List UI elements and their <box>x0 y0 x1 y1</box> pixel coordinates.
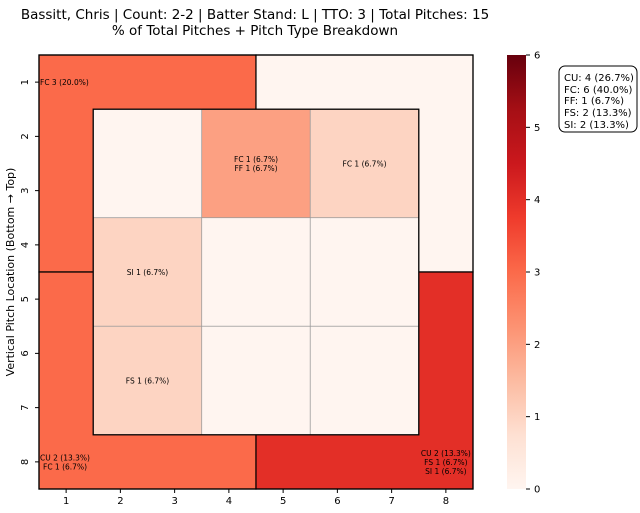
cell-label: SI 1 (6.7%) <box>425 467 466 476</box>
zone-inner-r1-c2 <box>201 108 311 219</box>
colorbar-tick-label: 4 <box>534 195 540 206</box>
colorbar-tick-label: 5 <box>534 123 540 134</box>
x-tick-label: 1 <box>63 496 69 507</box>
y-tick-label: 1 <box>20 79 31 85</box>
x-tick-label: 6 <box>334 496 340 507</box>
legend-entry-cu: CU: 4 (26.7%) <box>564 73 634 84</box>
y-tick-label: 3 <box>20 187 31 193</box>
cell-label: SI 1 (6.7%) <box>127 268 168 277</box>
x-tick-label: 5 <box>280 496 286 507</box>
zone-inner-r1-c1 <box>92 108 203 219</box>
colorbar-tick-label: 6 <box>534 51 540 62</box>
plot-border <box>38 54 474 490</box>
x-tick-label: 2 <box>117 496 123 507</box>
zone-inner-r1-c3 <box>309 108 420 219</box>
legend-entry-si: SI: 2 (13.3%) <box>564 120 629 131</box>
colorbar-ticks: 0 1 2 3 4 5 6 <box>526 51 540 496</box>
colorbar-tick-label: 1 <box>534 412 540 423</box>
zone-inner-r2-c1 <box>92 217 203 327</box>
colorbar-tick-label: 0 <box>534 485 540 496</box>
x-tick-label: 4 <box>226 496 232 507</box>
cell-label: FF 1 (6.7%) <box>234 164 277 173</box>
zone-inner-r3-c3 <box>309 325 420 436</box>
zone-inner-r3-c2 <box>201 325 311 436</box>
cell-label: FC 3 (20.0%) <box>40 78 89 87</box>
x-tick-label: 3 <box>171 496 177 507</box>
pitch-type-legend: CU: 4 (26.7%) FC: 6 (40.0%) FF: 1 (6.7%)… <box>558 65 638 133</box>
cell-label: FS 1 (6.7%) <box>424 458 467 467</box>
y-tick-label: 5 <box>20 296 31 302</box>
colorbar: 0 1 2 3 4 5 6 <box>507 51 540 496</box>
y-tick-label: 6 <box>20 350 31 356</box>
legend-entry-fc: FC: 6 (40.0%) <box>564 85 632 96</box>
y-tick-label: 7 <box>20 404 31 410</box>
zone-inner-r2-c2 <box>201 217 311 327</box>
cell-label: FC 1 (6.7%) <box>43 462 87 471</box>
axes: 1 2 3 4 5 6 7 8 1 2 3 4 5 6 7 8 Vertical Pitch Locatio… <box>4 79 449 507</box>
x-tick-label: 8 <box>443 496 449 507</box>
cell-label: CU 2 (13.3%) <box>40 453 90 462</box>
legend-entry-ff: FF: 1 (6.7%) <box>564 96 624 107</box>
colorbar-gradient <box>507 55 526 489</box>
colorbar-tick-label: 2 <box>534 340 540 351</box>
y-tick-label: 2 <box>20 133 31 139</box>
cell-label: FC 1 (6.7%) <box>343 160 387 169</box>
colorbar-tick-label: 3 <box>534 268 540 279</box>
cell-label: FC 1 (6.7%) <box>234 155 278 164</box>
y-axis-ticks: 1 2 3 4 5 6 7 8 <box>20 79 39 465</box>
strike-zone-border <box>92 108 420 436</box>
cell-labels: FC 3 (20.0%)CU 2 (13.3%)FC 1 (6.7%)CU 2 … <box>40 78 471 476</box>
y-tick-label: 4 <box>20 242 31 248</box>
x-axis-ticks: 1 2 3 4 5 6 7 8 <box>63 489 449 507</box>
y-axis-label: Vertical Pitch Location (Bottom → Top) <box>4 168 17 377</box>
cell-label: CU 2 (13.3%) <box>421 449 471 458</box>
y-tick-label: 8 <box>20 459 31 465</box>
legend-box <box>558 65 638 133</box>
strike-zone-cells <box>38 54 474 490</box>
chart-title-line1: Bassitt, Chris | Count: 2-2 | Batter Sta… <box>21 7 489 23</box>
legend-entry-fs: FS: 2 (13.3%) <box>564 108 632 119</box>
x-tick-label: 7 <box>388 496 394 507</box>
zone-inner-r2-c3 <box>309 217 420 327</box>
cell-label: FS 1 (6.7%) <box>126 377 169 386</box>
chart-title-line2: % of Total Pitches + Pitch Type Breakdow… <box>112 23 398 39</box>
